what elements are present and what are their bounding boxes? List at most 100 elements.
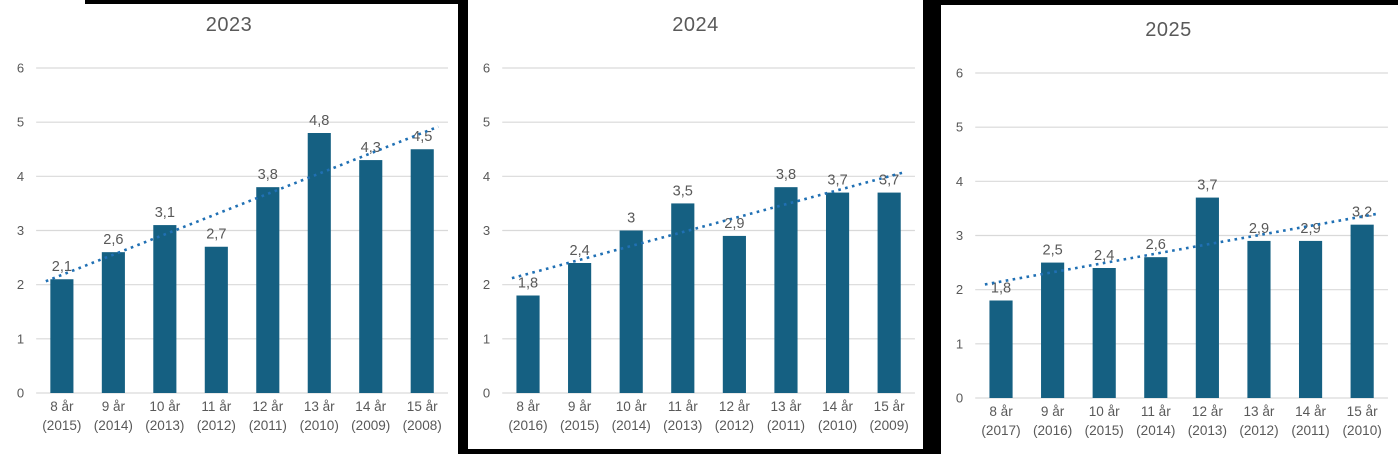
bar — [1041, 262, 1065, 398]
bar-value-label: 2,4 — [1094, 248, 1114, 264]
y-tick-label: 6 — [956, 66, 963, 81]
category-sublabel: (2013) — [663, 418, 702, 433]
category-sublabel: (2013) — [145, 418, 184, 433]
bar — [825, 192, 850, 393]
y-tick-label: 3 — [17, 223, 24, 238]
bar-value-label: 4,3 — [361, 140, 381, 156]
category-sublabel: (2013) — [1188, 423, 1227, 438]
category-sublabel: (2014) — [1136, 423, 1175, 438]
category-label: 12 år — [1192, 404, 1223, 419]
chart-plot-2025: 0 1 2 3 4 5 6 1,8 8 år (2017) 2,5 9 år (2016) 2,4 10 å… — [956, 66, 1388, 438]
category-label: 9 år — [568, 399, 592, 414]
y-tick-label: 4 — [483, 169, 490, 184]
category-sublabel: (2016) — [508, 418, 547, 433]
y-tick-label: 5 — [483, 115, 490, 130]
bar-value-label: 3 — [627, 211, 635, 227]
category-label: 14 år — [355, 399, 386, 414]
bar-value-label: 3,7 — [827, 173, 847, 189]
bar — [204, 246, 228, 393]
category-sublabel: (2008) — [403, 418, 442, 433]
frame-line-bottom-mid — [458, 449, 941, 454]
category-label: 9 år — [102, 399, 126, 414]
bar-value-label: 4,5 — [412, 129, 432, 145]
bar-value-label: 1,8 — [991, 281, 1011, 297]
y-tick-label: 2 — [956, 282, 963, 297]
bar — [568, 263, 592, 393]
bar — [722, 235, 746, 393]
y-tick-label: 4 — [17, 169, 24, 184]
category-label: 15 år — [1347, 404, 1378, 419]
bar — [774, 187, 798, 393]
bar-value-label: 2,6 — [1146, 237, 1166, 253]
category-label: 12 år — [252, 399, 283, 414]
trendline — [984, 212, 1379, 286]
category-label: 15 år — [407, 399, 438, 414]
category-sublabel: (2010) — [300, 418, 339, 433]
chart-plot-2024: 0 1 2 3 4 5 6 1,8 8 år (2016) 2,4 9 år (2015) 3 10 år (… — [483, 61, 915, 433]
category-sublabel: (2016) — [1033, 423, 1072, 438]
bar — [1144, 257, 1168, 398]
bar-value-label: 1,8 — [518, 276, 538, 292]
bar-value-label: 2,9 — [724, 216, 744, 232]
bar-value-label: 3,8 — [776, 167, 796, 183]
y-tick-label: 5 — [956, 120, 963, 135]
bar-value-label: 2,9 — [1249, 221, 1269, 237]
chart-title-2024: 2024 — [672, 13, 719, 36]
chart-plot-2023: 0 1 2 3 4 5 6 2,1 8 år (2015) 2,6 9 år (2014) 3,1 10 å… — [17, 61, 448, 433]
bar-value-label: 3,1 — [155, 205, 175, 221]
bar-value-label: 3,7 — [879, 173, 899, 189]
category-sublabel: (2017) — [981, 423, 1020, 438]
bar — [256, 187, 280, 393]
bar-value-label: 2,9 — [1300, 221, 1320, 237]
y-tick-label: 3 — [956, 228, 963, 243]
bar-value-label: 4,8 — [309, 113, 329, 129]
bar — [50, 279, 74, 393]
category-sublabel: (2015) — [42, 418, 81, 433]
bar — [989, 300, 1013, 398]
bar — [877, 192, 901, 393]
category-label: 13 år — [304, 399, 335, 414]
y-tick-label: 0 — [956, 391, 963, 406]
y-tick-label: 4 — [956, 174, 963, 189]
y-tick-label: 1 — [17, 331, 24, 346]
category-label: 15 år — [874, 399, 905, 414]
bar — [307, 133, 331, 393]
category-label: 14 år — [1295, 404, 1326, 419]
category-label: 9 år — [1041, 404, 1065, 419]
y-tick-label: 6 — [483, 61, 490, 76]
bar — [359, 160, 383, 393]
y-tick-label: 0 — [17, 386, 24, 401]
category-sublabel: (2012) — [1239, 423, 1278, 438]
category-label: 13 år — [1243, 404, 1274, 419]
bar — [1298, 240, 1323, 398]
y-tick-label: 2 — [17, 277, 24, 292]
category-label: 8 år — [989, 404, 1013, 419]
chart-panel-2023: 2023 0 1 2 3 4 5 6 2,1 8 år (2015) 2,6 9 år (2014) 3,… — [2, 0, 456, 454]
category-sublabel: (2015) — [560, 418, 599, 433]
bar — [671, 203, 695, 393]
bar-value-label: 3,7 — [1197, 178, 1217, 194]
frame-line-top-right — [923, 0, 1398, 5]
category-sublabel: (2011) — [767, 418, 805, 433]
y-tick-label: 1 — [956, 336, 963, 351]
bar — [619, 230, 643, 393]
category-label: 12 år — [719, 399, 750, 414]
bar-value-label: 3,8 — [258, 167, 278, 183]
y-tick-label: 0 — [483, 386, 490, 401]
trendline — [511, 170, 906, 280]
category-label: 11 år — [1141, 404, 1171, 419]
bar — [1247, 240, 1271, 398]
bar-value-label: 2,6 — [103, 232, 123, 248]
y-tick-label: 5 — [17, 115, 24, 130]
bar-value-label: 2,4 — [569, 243, 589, 259]
frame-line-top-left — [85, 0, 468, 4]
trendline — [45, 125, 439, 283]
category-sublabel: (2014) — [94, 418, 133, 433]
bar — [1195, 197, 1219, 398]
bar — [410, 149, 434, 393]
y-tick-label: 1 — [483, 331, 490, 346]
category-sublabel: (2011) — [1291, 423, 1329, 438]
category-label: 11 år — [201, 399, 231, 414]
bar-value-label: 3,2 — [1352, 205, 1372, 221]
